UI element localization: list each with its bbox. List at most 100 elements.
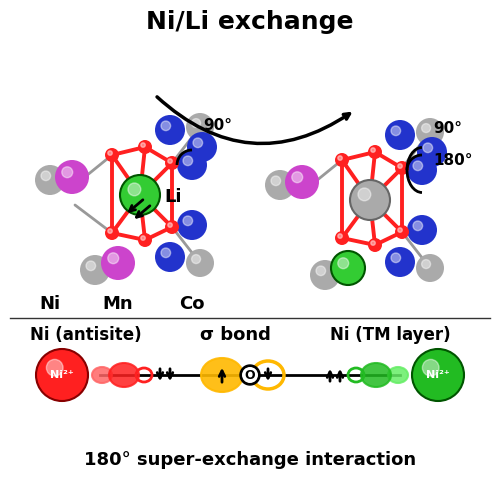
Circle shape	[422, 260, 430, 269]
Circle shape	[183, 156, 192, 166]
Circle shape	[242, 367, 258, 383]
Circle shape	[36, 349, 88, 401]
Circle shape	[338, 258, 348, 269]
Ellipse shape	[109, 363, 139, 387]
Circle shape	[138, 233, 152, 247]
Circle shape	[35, 165, 65, 195]
Text: Ni²⁺: Ni²⁺	[426, 370, 450, 380]
Ellipse shape	[92, 367, 112, 383]
Circle shape	[120, 175, 160, 215]
Circle shape	[141, 143, 146, 147]
Circle shape	[240, 365, 260, 385]
Circle shape	[245, 370, 250, 375]
Circle shape	[368, 145, 382, 159]
Circle shape	[265, 170, 295, 200]
Circle shape	[161, 121, 170, 131]
Circle shape	[105, 226, 119, 240]
Circle shape	[335, 231, 349, 245]
Text: O: O	[244, 368, 256, 382]
Circle shape	[358, 188, 371, 201]
Text: Mn: Mn	[102, 295, 134, 313]
Circle shape	[108, 151, 112, 155]
Ellipse shape	[361, 363, 391, 387]
Circle shape	[193, 138, 202, 147]
Text: σ bond: σ bond	[200, 326, 271, 344]
Circle shape	[108, 253, 118, 264]
Circle shape	[138, 140, 152, 154]
Circle shape	[271, 176, 280, 186]
Circle shape	[350, 180, 390, 220]
Circle shape	[155, 242, 185, 272]
Circle shape	[416, 118, 444, 146]
Circle shape	[168, 223, 172, 227]
Circle shape	[55, 160, 89, 194]
Circle shape	[41, 171, 50, 181]
Text: Li: Li	[164, 188, 182, 206]
Circle shape	[371, 241, 376, 245]
Circle shape	[368, 238, 382, 252]
Circle shape	[108, 229, 112, 233]
Circle shape	[316, 266, 326, 275]
Circle shape	[391, 253, 400, 263]
Circle shape	[412, 349, 464, 401]
Circle shape	[395, 161, 409, 175]
Circle shape	[310, 260, 340, 290]
Circle shape	[86, 261, 96, 270]
Circle shape	[417, 137, 447, 167]
Circle shape	[422, 359, 439, 376]
Circle shape	[46, 359, 63, 376]
Text: Co: Co	[179, 295, 205, 313]
Circle shape	[183, 216, 192, 225]
Circle shape	[395, 225, 409, 239]
Circle shape	[62, 167, 72, 178]
Text: 180°: 180°	[433, 152, 472, 168]
Circle shape	[155, 115, 185, 145]
Circle shape	[407, 215, 437, 245]
Circle shape	[141, 236, 146, 240]
Circle shape	[398, 164, 402, 168]
Text: Ni²⁺: Ni²⁺	[50, 370, 74, 380]
Circle shape	[371, 148, 376, 152]
Text: Ni (antisite): Ni (antisite)	[30, 326, 142, 344]
Circle shape	[413, 161, 422, 171]
Circle shape	[101, 246, 135, 280]
Circle shape	[80, 255, 110, 285]
Circle shape	[416, 254, 444, 282]
Circle shape	[105, 148, 119, 162]
Circle shape	[192, 255, 200, 264]
Circle shape	[244, 369, 250, 375]
Circle shape	[165, 220, 179, 234]
Circle shape	[192, 119, 200, 127]
Circle shape	[161, 248, 170, 258]
Circle shape	[413, 221, 422, 231]
Circle shape	[391, 126, 400, 136]
Circle shape	[186, 113, 214, 141]
Circle shape	[422, 123, 430, 133]
Circle shape	[128, 183, 141, 196]
Circle shape	[385, 247, 415, 277]
Circle shape	[423, 143, 432, 152]
Text: Ni/Li exchange: Ni/Li exchange	[146, 10, 354, 34]
Text: 180° super-exchange interaction: 180° super-exchange interaction	[84, 451, 416, 469]
Text: Ni: Ni	[40, 295, 60, 313]
Circle shape	[292, 172, 302, 183]
Circle shape	[187, 132, 217, 162]
Circle shape	[398, 228, 402, 232]
Text: Ni (TM layer): Ni (TM layer)	[330, 326, 450, 344]
Circle shape	[335, 153, 349, 167]
Circle shape	[331, 251, 365, 285]
Circle shape	[165, 156, 179, 170]
Circle shape	[285, 165, 319, 199]
Ellipse shape	[201, 358, 243, 392]
Text: 90°: 90°	[433, 121, 462, 136]
Circle shape	[338, 234, 342, 238]
Circle shape	[186, 249, 214, 277]
Circle shape	[177, 150, 207, 180]
Circle shape	[385, 120, 415, 150]
Text: 90°: 90°	[203, 118, 232, 132]
Circle shape	[407, 155, 437, 185]
Circle shape	[177, 210, 207, 240]
Circle shape	[168, 159, 172, 163]
Ellipse shape	[388, 367, 408, 383]
Circle shape	[338, 156, 342, 160]
